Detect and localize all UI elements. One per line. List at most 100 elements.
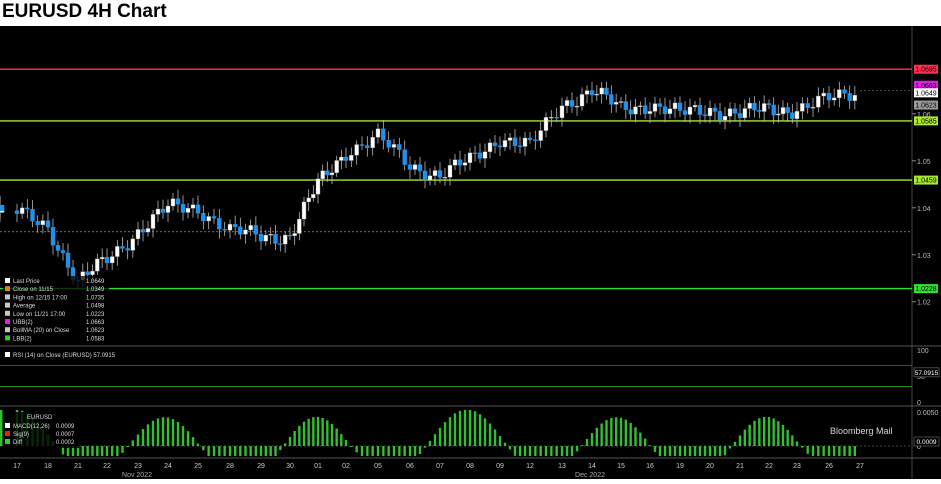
candle-body [512,137,518,146]
candle-body [538,130,543,141]
candle-body [222,228,227,231]
macd-histogram-bar [811,446,815,456]
candle-body [687,106,693,115]
candle-body [14,210,20,214]
macd-histogram-bar [360,446,364,456]
macd-histogram-bar [708,446,712,456]
candle-body [278,243,283,245]
x-tick-label: 29 [257,463,265,470]
macd-histogram-bar [518,446,522,456]
candle-body [790,112,795,119]
month-label-nov: Nov 2022 [122,472,152,479]
candle-body [638,105,643,107]
macd-histogram-bar [534,446,537,456]
x-tick-label: 23 [793,463,801,470]
macd-histogram-bar [580,445,584,447]
macd-histogram-bar [100,446,104,456]
macd-legend-value: 0.0009 [56,424,75,430]
macd-histogram-bar [448,417,452,446]
candle-body [599,87,604,95]
macd-histogram-bar [544,446,548,456]
price-tag [914,116,938,126]
macd-histogram-bar [713,446,717,456]
candle-body [402,149,407,165]
macd-histogram-bar [723,446,727,456]
candle-body [613,102,619,105]
macd-histogram-bar [629,422,632,446]
candle-body [517,145,523,147]
candle-body [564,100,570,106]
candle-body [554,116,559,119]
candle-body [549,116,554,119]
x-tick-label: 22 [103,463,111,470]
macd-legend-value: 0.0002 [56,440,75,446]
legend-swatch [5,310,10,316]
macd-histogram-bar [483,418,487,446]
price-tag-label: 1.0585 [915,118,937,125]
candle-body [60,250,66,254]
price-tag-label: 1.0228 [915,286,937,293]
macd-histogram-bar [403,446,406,456]
candle-body [447,165,453,178]
macd-tick-label: 0 [917,444,921,451]
candle-body [837,89,842,99]
legend-value: 1.0735 [86,295,105,301]
candle-body [609,94,614,105]
macd-histogram-bar [433,434,437,446]
candle-body [482,151,488,159]
candle-body [365,145,370,148]
candle-body [776,113,781,116]
candle-body [497,145,503,148]
candle-body [579,94,585,107]
macd-histogram-bar [600,423,603,446]
candle-body [95,258,100,272]
chart-panel[interactable]: 1.06 1.05 1.04 1.03 1.02 17 18 21 22 23 24 25 28 29 30… [0,26,941,479]
candle-body [386,139,391,148]
candle-body [761,103,767,112]
macd-histogram-bar [382,446,385,456]
macd-histogram-bar [658,446,662,456]
candle-body [40,220,46,226]
candle-body [633,106,638,115]
macd-histogram-bar [151,420,155,446]
candle-body [180,203,186,213]
candle-body [370,137,375,148]
macd-histogram-bar [330,423,334,446]
candle-body [175,198,181,205]
candle-body [258,233,264,242]
price-chart-svg[interactable]: 1.06 1.05 1.04 1.03 1.02 17 18 21 22 23 24 25 28 29 30… [0,26,941,479]
macd-histogram-bar [0,410,3,446]
macd-histogram-bar [786,429,789,446]
macd-histogram-bar [116,446,119,456]
y-tick-label: 1.04 [917,206,931,213]
legend-box [3,276,109,344]
macd-histogram-bar [233,446,237,456]
macd-histogram-bar [298,425,301,446]
macd-histogram-bar [801,446,804,448]
macd-histogram-bar [66,446,70,456]
macd-histogram-bar [283,443,287,446]
price-tag-label: 1.0695 [915,67,937,74]
macd-histogram-bar [453,413,457,446]
rsi-tick-label: 100 [917,348,929,355]
candle-body [717,111,723,121]
candle-body [150,214,156,229]
macd-histogram-bar [585,438,589,446]
candle-body [165,205,171,213]
candle-body [766,103,772,106]
price-tag-label: 1.0649 [915,90,937,97]
macd-tick-label: 0.0050 [917,410,939,417]
x-tick-label: 09 [496,463,504,470]
candle-body [502,140,508,148]
candle-body [160,208,166,213]
macd-histogram-bar [171,419,175,446]
x-tick-label: 07 [436,463,444,470]
candle-body [810,106,816,109]
rsi-value-label: 57.0915 [915,370,939,377]
month-label-dec: Dec 2022 [575,472,605,479]
legend-swatch [5,294,10,300]
macd-histogram-bar [795,441,799,446]
candle-body [115,246,120,257]
candle-body [594,93,600,96]
legend-label: LBB(2) [13,336,32,342]
